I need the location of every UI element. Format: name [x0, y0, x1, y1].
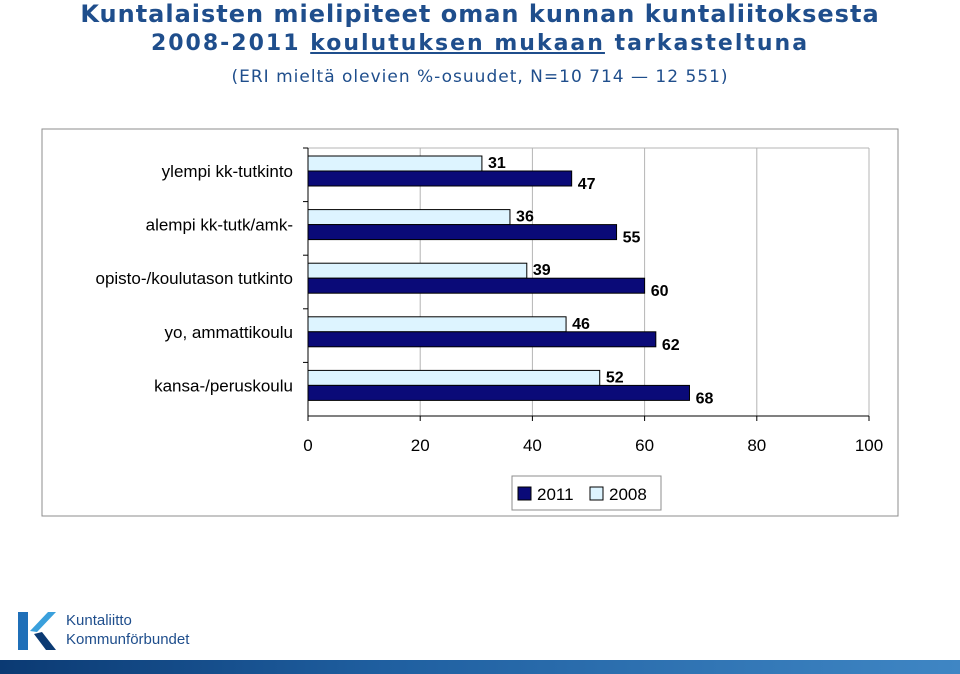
- bar-2011: [307, 331, 657, 348]
- bar-2011: [307, 277, 646, 294]
- footer-bar: [0, 660, 960, 674]
- bar-2008: [307, 316, 567, 333]
- legend-swatch-2008: [589, 486, 604, 501]
- x-tick-label: 60: [635, 436, 654, 455]
- data-label-2008: 52: [606, 369, 624, 386]
- legend-box: [511, 475, 662, 511]
- category-label: opisto-/koulutason tutkinto: [95, 269, 293, 288]
- data-label-2008: 36: [516, 209, 534, 226]
- legend-label-2011: 2011: [537, 485, 574, 504]
- x-tick-label: 20: [411, 436, 430, 455]
- category-label: yo, ammattikoulu: [165, 323, 294, 342]
- data-label-2011: 68: [696, 390, 714, 407]
- category-label: alempi kk-tutk/amk-: [146, 216, 293, 235]
- chart-frame: [41, 128, 899, 517]
- data-label-2011: 60: [651, 283, 669, 300]
- logo-text-sv: Kommunförbundet: [66, 631, 190, 648]
- chart-title: Kuntalaisten mielipiteet oman kunnan kun…: [80, 0, 880, 28]
- x-tick-label: 0: [303, 436, 312, 455]
- data-label-2011: 47: [578, 176, 596, 193]
- subtitle-years: 2008-2011: [150, 31, 311, 56]
- category-label: ylempi kk-tutkinto: [162, 162, 293, 181]
- data-label-2008: 31: [488, 155, 506, 172]
- x-tick-label: 80: [747, 436, 766, 455]
- bar-2008: [307, 369, 601, 386]
- bar-2008: [307, 155, 483, 172]
- data-label-2011: 62: [662, 337, 680, 354]
- bar-2011: [307, 384, 690, 401]
- chart-subtitle: 2008-2011 koulutuksen mukaan tarkasteltu…: [0, 31, 960, 56]
- x-tick-label: 100: [855, 436, 883, 455]
- kuntaliitto-logo: Kuntaliitto Kommunförbundet: [14, 608, 204, 656]
- legend-swatch-2011: [517, 486, 532, 501]
- data-label-2008: 46: [572, 316, 590, 333]
- kuntaliitto-logo-icon: [18, 612, 56, 650]
- subtitle-emphasis: koulutuksen mukaan: [310, 31, 605, 56]
- data-label-2011: 55: [623, 230, 641, 247]
- x-tick-label: 40: [523, 436, 542, 455]
- category-label: kansa-/peruskoulu: [154, 376, 293, 395]
- bar-2011: [307, 170, 573, 187]
- chart-note: (ERI mieltä olevien %-osuudet, N=10 714 …: [231, 67, 729, 87]
- bar-2011: [307, 224, 618, 241]
- logo-text-fi: Kuntaliitto: [66, 612, 132, 629]
- bar-2008: [307, 262, 528, 279]
- legend-label-2008: 2008: [609, 485, 647, 504]
- bar-2008: [307, 209, 511, 226]
- data-label-2008: 39: [533, 262, 551, 279]
- subtitle-rest: tarkasteltuna: [604, 31, 810, 56]
